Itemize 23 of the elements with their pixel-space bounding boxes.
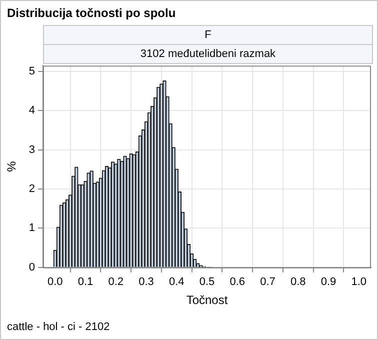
chart-subtitle: F	[43, 25, 373, 45]
x-tick-label: 0.8	[290, 276, 306, 288]
x-tick-label: 0.9	[320, 276, 336, 288]
x-axis-title: Točnost	[186, 293, 228, 308]
y-tick-label: 5	[28, 66, 35, 78]
chart-title: Distribucija točnosti po spolu	[7, 6, 176, 20]
x-tick-label: 0.7	[260, 276, 276, 288]
y-tick-label: 3	[28, 144, 35, 156]
y-axis-title: %	[4, 160, 19, 172]
y-tick-label: 4	[28, 104, 35, 117]
x-tick-label: 0.3	[138, 276, 154, 288]
x-tick-label: 0.0	[48, 276, 63, 288]
text: cattle - hol - ci - 2102	[7, 321, 110, 333]
x-tick-label: 0.2	[108, 276, 124, 288]
x-tick-label: 1.0	[351, 276, 366, 288]
x-tick-label: 0.6	[230, 276, 246, 288]
y-tick-label: 0	[28, 261, 35, 274]
x-tick-label: 0.4	[168, 276, 184, 288]
y-tick-label: 2	[28, 183, 35, 196]
x-tick-label: 0.1	[78, 276, 94, 288]
y-tick-label: 1	[28, 222, 35, 234]
x-tick-label: 0.5	[199, 276, 215, 288]
text: 3102 međutelidbeni razmak	[43, 44, 373, 64]
